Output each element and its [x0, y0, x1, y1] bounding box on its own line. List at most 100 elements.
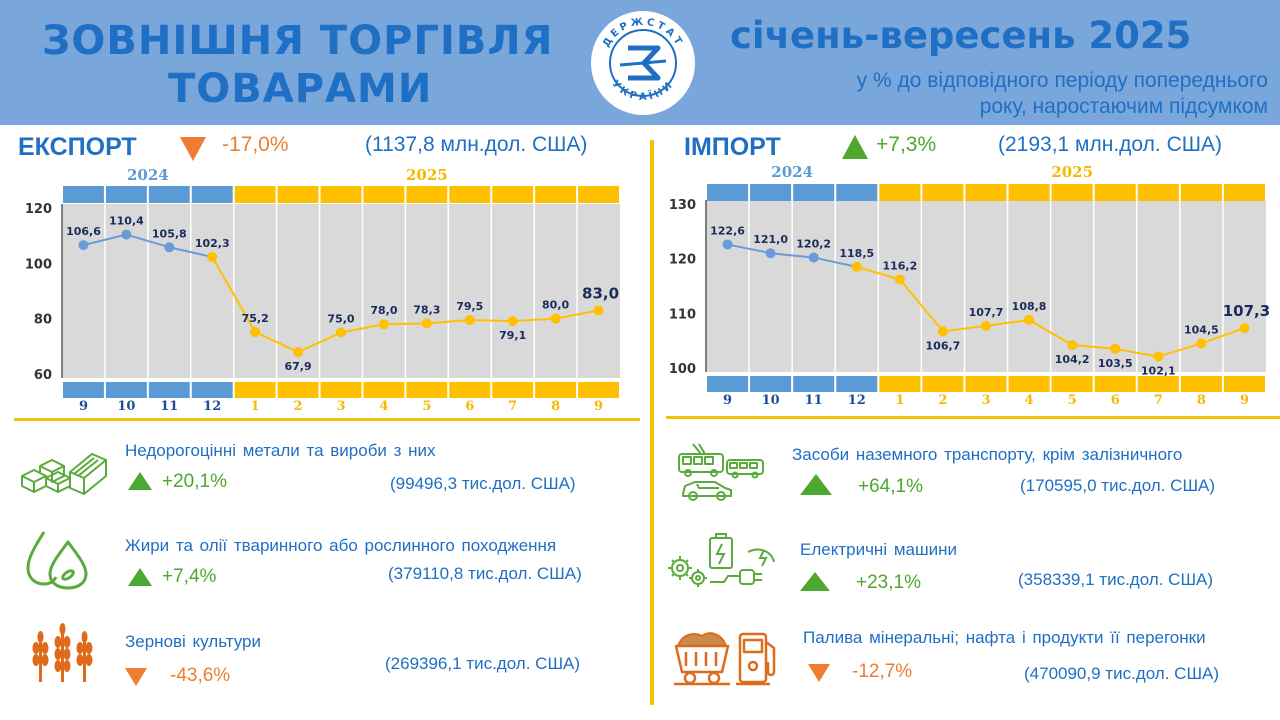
- export-title: ЕКСПОРТ: [18, 133, 137, 161]
- data-point: [593, 305, 604, 316]
- top-band-cell: [965, 184, 1007, 201]
- data-label: 116,2: [882, 259, 917, 272]
- y-tick-label: 60: [34, 368, 52, 383]
- bottom-band-cell: [965, 376, 1007, 392]
- period-title: січень-вересень 2025: [730, 14, 1192, 57]
- bottom-band-cell: [234, 382, 276, 398]
- data-label: 108,8: [1012, 300, 1047, 313]
- bottom-band-cell: [1180, 376, 1222, 392]
- bottom-band-cell: [277, 382, 319, 398]
- data-label: 120,2: [796, 238, 831, 251]
- metal-bars-icon: [21, 453, 107, 495]
- export-goods-2-name: Жири та олії тваринного або рослинного п…: [125, 536, 557, 555]
- x-tick-label: 1: [895, 393, 904, 408]
- top-band-cell: [1008, 184, 1050, 201]
- data-label: 80,0: [542, 299, 569, 312]
- bottom-band-cell: [148, 382, 190, 398]
- x-tick-label: 10: [762, 393, 780, 408]
- year-label-2024: 2024: [127, 166, 169, 184]
- bottom-band-cell: [492, 382, 534, 398]
- export-goods-3-change: -43,6%: [170, 665, 231, 686]
- x-tick-label: 9: [723, 393, 732, 408]
- data-point: [851, 261, 862, 272]
- top-band-cell: [105, 186, 147, 203]
- x-tick-label: 2: [938, 393, 947, 408]
- data-point: [1239, 323, 1250, 334]
- data-label: 122,6: [710, 224, 745, 237]
- top-band-cell: [277, 186, 319, 203]
- data-label: 105,8: [152, 227, 187, 240]
- data-label: 75,0: [327, 313, 354, 326]
- data-label: 118,5: [839, 247, 874, 260]
- top-band-cell: [148, 186, 190, 203]
- x-tick-label: 6: [1111, 393, 1120, 408]
- x-tick-label: 9: [1240, 393, 1249, 408]
- import-goods-1-change: +64,1%: [858, 476, 923, 497]
- data-point: [722, 239, 733, 250]
- data-point: [293, 347, 304, 358]
- data-point: [121, 229, 132, 240]
- data-point: [1067, 340, 1078, 351]
- x-tick-label: 6: [465, 399, 474, 414]
- top-band-cell: [320, 186, 362, 203]
- bottom-band-cell: [1051, 376, 1093, 392]
- data-label: 83,0: [582, 284, 619, 302]
- export-total: (1137,8 млн.дол. США): [365, 133, 588, 156]
- data-point: [765, 248, 776, 259]
- data-label: 79,1: [499, 329, 526, 342]
- oil-drops-icon: [26, 531, 88, 590]
- y-tick-label: 120: [669, 253, 696, 268]
- export-goods-3-value: (269396,1 тис.дол. США): [385, 654, 581, 673]
- bottom-band-cell: [750, 376, 792, 392]
- import-total: (2193,1 млн.дол. США): [998, 133, 1222, 156]
- bottom-band-cell: [63, 382, 104, 398]
- data-point: [421, 318, 432, 329]
- data-label: 78,3: [413, 303, 440, 316]
- data-label: 102,3: [195, 237, 230, 250]
- x-tick-label: 2: [294, 399, 303, 414]
- export-change: -17,0%: [222, 133, 289, 156]
- import-up-arrow-icon: [842, 135, 868, 159]
- top-band-cell: [707, 184, 749, 201]
- x-tick-label: 9: [594, 399, 603, 414]
- x-tick-label: 8: [1197, 393, 1206, 408]
- export-down-arrow-icon: [180, 137, 206, 161]
- x-tick-label: 5: [1068, 393, 1077, 408]
- import-goods-2-value: (358339,1 тис.дол. США): [1018, 570, 1214, 589]
- series-line-2024: [83, 233, 213, 258]
- data-label: 78,0: [370, 304, 397, 317]
- top-band-cell: [1094, 184, 1136, 201]
- x-tick-label: 7: [508, 399, 517, 414]
- bottom-band-cell: [449, 382, 491, 398]
- import-goods-3-value: (470090,9 тис.дол. США): [1024, 664, 1220, 683]
- x-tick-label: 12: [203, 399, 221, 414]
- data-label: 106,7: [926, 339, 961, 352]
- data-label: 106,6: [66, 225, 101, 238]
- data-point: [1153, 351, 1164, 362]
- year-label-2025: 2025: [1051, 163, 1093, 181]
- data-label: 107,7: [969, 306, 1004, 319]
- import-goods-3-change: -12,7%: [852, 661, 913, 682]
- import-divider: [666, 416, 1280, 419]
- data-point: [164, 242, 175, 253]
- title-line-1: ЗОВНІШНЯ ТОРГІВЛЯ: [42, 18, 554, 64]
- x-tick-label: 5: [422, 399, 431, 414]
- data-point: [1024, 314, 1035, 325]
- bottom-band-cell: [1223, 376, 1265, 392]
- wheat-icon: [32, 623, 93, 682]
- import-change: +7,3%: [876, 133, 937, 156]
- data-point: [78, 240, 89, 251]
- bottom-band-cell: [922, 376, 964, 392]
- bottom-band-cell: [191, 382, 233, 398]
- top-band-cell: [793, 184, 835, 201]
- top-band-cell: [234, 186, 276, 203]
- top-band-cell: [578, 186, 619, 203]
- export-goods-2-value: (379110,8 тис.дол. США): [388, 564, 582, 583]
- x-tick-label: 1: [251, 399, 260, 414]
- data-label: 104,5: [1184, 323, 1219, 336]
- bottom-band-cell: [105, 382, 147, 398]
- bottom-band-cell: [879, 376, 921, 392]
- bottom-band-cell: [1137, 376, 1179, 392]
- year-label-2025: 2025: [406, 166, 448, 184]
